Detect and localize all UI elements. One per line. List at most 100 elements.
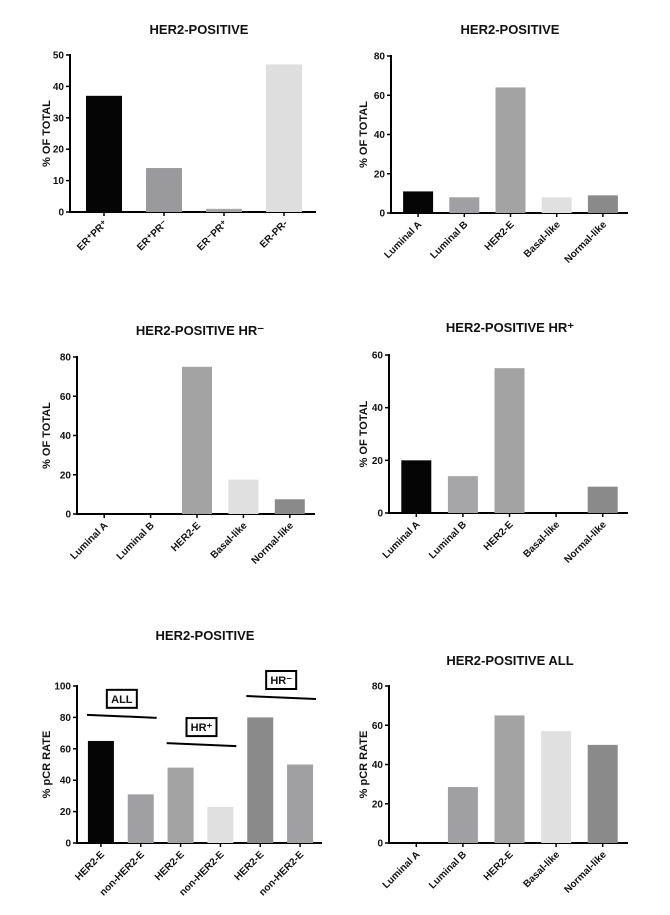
bar [146,168,182,212]
bar [247,717,274,843]
bar [182,366,212,514]
chart-panel-6: HER2-POSITIVE ALL % pCR RATE 0 20 40 60 80 Lumi… [335,610,670,915]
y-tick-label: 40 [372,760,384,771]
y-tick-label: 40 [60,776,72,787]
bar [228,479,259,514]
chart-her2-positive-hr-positive: HER2-POSITIVE HR⁺ % OF TOTAL 0 20 40 60 Lumina… [358,320,628,566]
chart-panel-3: HER2-POSITIVE HR⁻ % OF TOTAL 0 20 40 60 80 Lumi… [0,305,335,605]
x-tick-label: Luminal A [381,849,423,891]
bar [587,195,618,213]
x-tick-label: Luminal A [69,520,111,562]
y-tick-label: 10 [53,176,65,187]
bar [587,744,618,843]
x-tick-label: HER2-E [153,849,187,883]
y-tick-label: 40 [374,130,386,141]
y-tick-label: 0 [58,208,64,219]
x-tick-label: HER2-E [483,219,517,253]
chart-panel-4: HER2-POSITIVE HR⁺ % OF TOTAL 0 20 40 60 Lumina… [335,305,670,605]
y-tick-label: 80 [372,682,384,693]
x-tick-label: Normal-like [563,219,610,266]
y-tick-label: 40 [60,431,72,442]
y-tick-label: 60 [60,744,72,755]
chart-title: HER2-POSITIVE [461,22,560,37]
x-tick-label: HER2-E [169,520,203,554]
y-axis-label: % OF TOTAL [41,100,53,167]
group-label: HR⁺ [191,722,213,734]
x-tick-label: ER⁺PR⁻ [135,218,170,253]
bar [541,731,572,843]
y-tick-label: 60 [372,351,384,362]
y-tick-label: 0 [377,839,383,850]
chart-her2-positive-subtype: HER2-POSITIVE % OF TOTAL 0 20 40 60 80 Luminal … [358,22,628,266]
chart-panel-2: HER2-POSITIVE % OF TOTAL 0 20 40 60 80 Luminal … [335,0,670,300]
y-tick-label: 20 [60,470,72,481]
bar [86,95,122,212]
x-tick-label: HER2-E [73,849,107,883]
y-axis-label: % OF TOTAL [358,101,370,168]
y-tick-label: 20 [372,799,384,810]
bar [403,191,434,213]
x-tick-label: Luminal A [381,519,423,561]
x-tick-label: Basal-like [522,219,563,260]
x-tick-label: Luminal B [427,849,469,891]
y-tick-label: 20 [372,456,384,467]
y-tick-label: 50 [53,51,65,62]
group-label-box [105,688,138,709]
chart-her2-positive-receptor: HER2-POSITIVE % OF TOTAL 0 10 20 30 40 50 ER⁺PR⁺… [41,22,316,253]
y-tick-label: 30 [53,113,65,124]
x-tick-label: Luminal A [383,219,425,261]
bar [274,499,305,514]
bar [494,715,525,843]
bar [447,476,478,513]
bar [495,87,526,213]
x-tick-label: ER⁺PR⁺ [75,218,110,253]
group-bracket-line [86,713,157,719]
y-tick-label: 0 [65,510,71,521]
bar [287,764,314,843]
y-tick-label: 0 [379,209,385,220]
chart-panel-1: HER2-POSITIVE % OF TOTAL 0 10 20 30 40 50 ER⁺PR⁺… [0,0,335,300]
x-tick-label: Basal-like [521,519,562,560]
y-tick-label: 40 [372,403,384,414]
y-tick-label: 80 [374,52,386,63]
x-tick-label: ER-PR- [258,218,290,250]
y-tick-label: 80 [60,353,72,364]
y-tick-label: 60 [372,721,384,732]
bar [207,806,234,843]
bar [541,197,572,213]
chart-title: HER2-POSITIVE [150,22,249,37]
x-tick-label: ER⁻PR⁺ [195,218,230,253]
bar [87,740,114,843]
y-tick-label: 60 [60,392,72,403]
y-tick-label: 20 [53,145,65,156]
y-tick-label: 0 [65,839,71,850]
bar [449,197,480,213]
y-tick-label: 100 [54,682,71,693]
chart-title: HER2-POSITIVE HR⁺ [446,320,574,335]
y-axis-label: % OF TOTAL [358,400,370,467]
group-label: HR⁻ [270,675,292,687]
bar [587,486,618,513]
group-label: ALL [111,694,133,706]
bar [401,460,432,513]
x-tick-label: Normal-like [563,849,610,896]
y-axis-label: % OF TOTAL [41,402,53,469]
group-bracket-line [166,742,237,748]
chart-title: HER2-POSITIVE HR⁻ [136,323,264,338]
chart-her2-positive-pcr: HER2-POSITIVE % pCR RATE 0 20 40 60 80 100 HER2-… [41,628,322,898]
y-axis-label: % pCR RATE [41,731,53,799]
x-tick-label: Basal-like [209,520,250,561]
x-tick-label: Normal-like [563,519,610,566]
y-tick-label: 20 [60,807,72,818]
x-tick-label: Luminal B [115,520,157,562]
bar [167,767,194,843]
x-tick-label: Normal-like [250,520,297,567]
bar [206,208,242,212]
bar [494,368,525,513]
chart-her2-positive-hr-negative: HER2-POSITIVE HR⁻ % OF TOTAL 0 20 40 60 80 Lumi… [41,323,315,567]
chart-panel-5: HER2-POSITIVE % pCR RATE 0 20 40 60 80 100 HER2-… [0,610,335,915]
chart-title: HER2-POSITIVE [156,628,255,643]
y-tick-label: 40 [53,82,65,93]
x-tick-label: HER2-E [482,519,516,553]
x-tick-label: Luminal B [428,219,470,261]
